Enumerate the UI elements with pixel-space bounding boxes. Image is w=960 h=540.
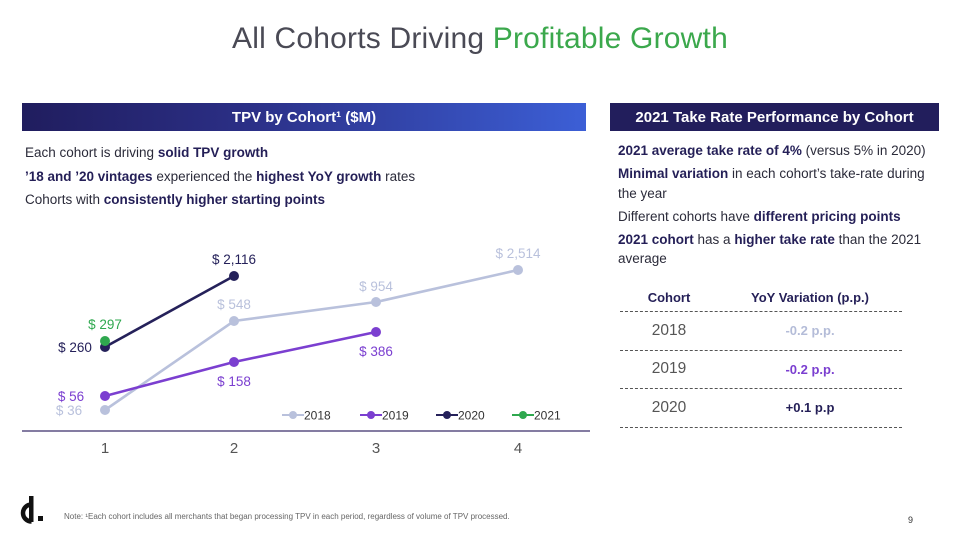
x-tick-label: 4 [514, 440, 522, 457]
legend-label-2020: 2020 [458, 409, 485, 423]
data-point-2019 [100, 391, 110, 401]
x-tick-label: 1 [101, 440, 109, 457]
take-rate-table: Cohort YoY Variation (p.p.) 2018 -0.2 p.… [620, 284, 902, 428]
tpv-bullets: Each cohort is driving solid TPV growth … [25, 141, 415, 212]
take-rate-bullet-1: 2021 average take rate of 4% (versus 5% … [618, 143, 926, 158]
legend-label-2019: 2019 [382, 409, 409, 423]
variation-cell: -0.2 p.p. [785, 361, 835, 377]
title-main: All Cohorts Driving [232, 22, 493, 55]
variation-cell: +0.1 p.p [785, 400, 835, 416]
cohort-cell: 2020 [651, 398, 687, 416]
cohort-column-header: Cohort [647, 290, 691, 305]
data-point-2018 [229, 316, 239, 326]
data-point-2020 [229, 271, 239, 281]
data-point-2018 [371, 297, 381, 307]
data-label-2018: $ 954 [359, 279, 393, 294]
data-label-2018: $ 2,514 [495, 246, 541, 261]
table-row: 2018 -0.2 p.p. [620, 312, 902, 351]
take-rate-bullet-4: 2021 cohort has a higher take rate than … [618, 231, 922, 267]
tpv-panel-header: TPV by Cohort¹ ($M) [22, 103, 586, 131]
x-tick-label: 2 [230, 440, 238, 457]
variation-cell: -0.2 p.p. [785, 323, 835, 339]
data-label-2019: $ 386 [359, 344, 393, 359]
tpv-bullet-3: Cohorts with consistently higher startin… [25, 192, 326, 207]
data-label-2020: $ 260 [58, 340, 92, 355]
tpv-bullet-2: ’18 and ’20 vintages experienced the hig… [25, 168, 416, 184]
legend-marker-2021 [519, 411, 527, 419]
take-rate-bullet-3: Different cohorts have different pricing… [618, 208, 901, 224]
take-rate-bullet-2: Minimal variation in each cohort’s take-… [618, 166, 925, 201]
take-rate-panel-header: 2021 Take Rate Performance by Cohort [610, 103, 939, 131]
data-label-2021: $ 297 [88, 317, 122, 332]
d-logo-icon [20, 496, 43, 524]
legend-label-2021: 2021 [534, 409, 561, 423]
footnote: Note: ¹Each cohort includes all merchant… [64, 512, 510, 521]
data-label-2018: $ 548 [217, 297, 251, 312]
title-accent: Profitable Growth [492, 22, 728, 55]
table-header: Cohort YoY Variation (p.p.) [620, 284, 902, 312]
data-point-2018 [100, 405, 110, 415]
table-row: 2019 -0.2 p.p. [620, 351, 902, 389]
legend-marker-2019 [367, 411, 375, 419]
tpv-bullet-1: Each cohort is driving solid TPV growth [25, 145, 269, 160]
data-label-2019: $ 56 [58, 389, 84, 404]
series-line-2018 [104, 268, 519, 412]
data-point-2021 [100, 336, 110, 346]
data-point-2019 [371, 327, 381, 337]
cohort-cell: 2019 [651, 360, 687, 378]
take-rate-bullets: 2021 average take rate of 4% (versus 5% … [618, 141, 940, 272]
data-point-2018 [513, 265, 523, 275]
data-label-2018: $ 36 [56, 403, 82, 418]
page-title: All Cohorts Driving Profitable Growth [0, 22, 960, 56]
legend-label-2018: 2018 [304, 409, 331, 423]
legend-marker-2018 [289, 411, 297, 419]
page-number: 9 [908, 515, 914, 525]
series-line-2020 [104, 274, 235, 349]
table-row: 2020 +0.1 p.p [620, 389, 902, 428]
x-tick-label: 3 [372, 440, 380, 457]
data-point-2019 [229, 357, 239, 367]
legend-marker-2020 [443, 411, 451, 419]
data-label-2020: $ 2,116 [212, 252, 256, 267]
tpv-cohort-line-chart: 1 2 3 4 $ 36 $ 548 $ 954 $ 2,514 $ 56 $ 158 $ 386 $… [22, 246, 590, 457]
variation-column-header: YoY Variation (p.p.) [751, 290, 869, 305]
data-label-2019: $ 158 [217, 374, 251, 389]
cohort-cell: 2018 [651, 321, 687, 339]
